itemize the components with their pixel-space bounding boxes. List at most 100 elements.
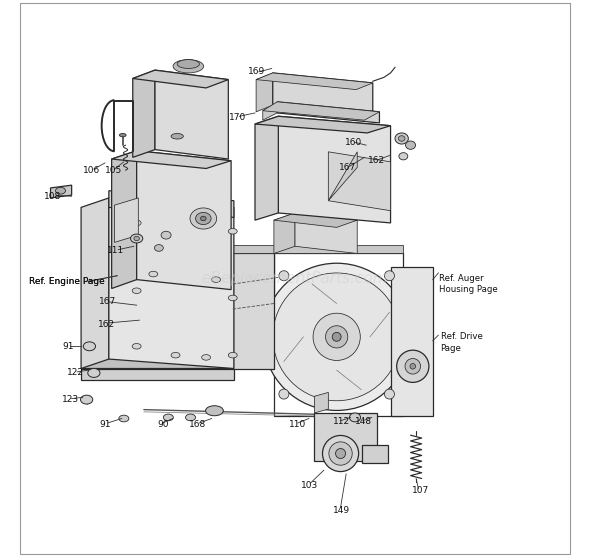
Ellipse shape	[80, 395, 93, 404]
Text: 90: 90	[157, 419, 169, 428]
Ellipse shape	[279, 271, 289, 281]
Ellipse shape	[399, 153, 408, 160]
Text: eReplacementParts.com: eReplacementParts.com	[202, 271, 388, 286]
Text: Ref. Auger
Housing Page: Ref. Auger Housing Page	[440, 273, 498, 295]
Text: 162: 162	[98, 320, 115, 329]
Polygon shape	[256, 73, 273, 112]
Polygon shape	[137, 151, 231, 290]
Text: 167: 167	[339, 163, 357, 172]
Polygon shape	[112, 151, 231, 168]
Polygon shape	[263, 104, 277, 120]
Polygon shape	[263, 102, 379, 120]
Ellipse shape	[405, 141, 415, 149]
Text: 111: 111	[107, 246, 124, 255]
Ellipse shape	[161, 231, 171, 239]
Text: 110: 110	[290, 419, 307, 428]
Text: 108: 108	[44, 192, 61, 201]
Text: 162: 162	[368, 156, 385, 165]
Polygon shape	[51, 185, 71, 198]
Ellipse shape	[155, 245, 163, 251]
Text: 91: 91	[63, 342, 74, 351]
Ellipse shape	[149, 271, 158, 277]
Ellipse shape	[132, 344, 141, 349]
Ellipse shape	[88, 369, 100, 378]
Ellipse shape	[171, 353, 180, 358]
Text: 112: 112	[333, 417, 350, 426]
Ellipse shape	[228, 228, 237, 234]
Polygon shape	[233, 253, 274, 369]
Polygon shape	[112, 151, 137, 289]
Polygon shape	[109, 190, 234, 217]
Ellipse shape	[228, 353, 237, 358]
Text: 149: 149	[333, 506, 350, 515]
Ellipse shape	[405, 359, 421, 374]
Text: 169: 169	[248, 67, 265, 76]
Ellipse shape	[132, 288, 141, 294]
Text: 107: 107	[412, 486, 429, 495]
Text: 91: 91	[100, 419, 111, 428]
Ellipse shape	[228, 295, 237, 301]
Polygon shape	[255, 116, 391, 133]
Ellipse shape	[119, 415, 129, 422]
Ellipse shape	[273, 273, 401, 400]
Ellipse shape	[385, 271, 395, 281]
Polygon shape	[81, 198, 109, 369]
Ellipse shape	[329, 442, 352, 465]
Text: Ref. Engine Page: Ref. Engine Page	[30, 277, 105, 286]
Text: 167: 167	[100, 297, 117, 306]
Polygon shape	[81, 369, 234, 380]
Ellipse shape	[410, 364, 415, 369]
Ellipse shape	[326, 326, 348, 348]
Polygon shape	[391, 267, 433, 416]
Ellipse shape	[349, 413, 360, 422]
Ellipse shape	[205, 405, 224, 416]
Ellipse shape	[195, 212, 211, 224]
Ellipse shape	[263, 263, 410, 411]
Polygon shape	[233, 245, 404, 253]
Ellipse shape	[323, 436, 359, 472]
Polygon shape	[314, 392, 329, 413]
Ellipse shape	[177, 60, 199, 69]
Polygon shape	[133, 70, 228, 88]
Polygon shape	[329, 152, 357, 201]
Ellipse shape	[119, 134, 126, 137]
Text: Ref. Engine Page: Ref. Engine Page	[30, 277, 105, 286]
Text: 170: 170	[230, 113, 247, 122]
Ellipse shape	[171, 134, 183, 139]
Polygon shape	[133, 70, 155, 158]
Ellipse shape	[132, 220, 141, 226]
Ellipse shape	[163, 414, 173, 421]
Ellipse shape	[83, 342, 96, 351]
Ellipse shape	[396, 350, 429, 383]
Polygon shape	[109, 198, 234, 369]
Text: 123: 123	[61, 395, 79, 404]
Ellipse shape	[55, 187, 65, 194]
Polygon shape	[255, 116, 278, 220]
Ellipse shape	[130, 234, 143, 243]
Ellipse shape	[202, 355, 211, 360]
Ellipse shape	[134, 236, 139, 241]
Text: 103: 103	[300, 481, 318, 490]
Polygon shape	[274, 213, 295, 253]
Polygon shape	[329, 152, 391, 211]
Polygon shape	[256, 73, 373, 90]
Polygon shape	[273, 73, 373, 115]
Ellipse shape	[201, 216, 206, 221]
Text: Ref. Drive
Page: Ref. Drive Page	[441, 332, 483, 353]
Text: 105: 105	[105, 165, 122, 175]
Text: 122: 122	[67, 368, 84, 378]
Ellipse shape	[385, 389, 395, 399]
Polygon shape	[277, 102, 379, 123]
Polygon shape	[81, 358, 248, 369]
Ellipse shape	[185, 414, 195, 421]
Polygon shape	[278, 116, 391, 223]
Polygon shape	[314, 413, 377, 461]
Text: 148: 148	[355, 417, 372, 426]
Ellipse shape	[313, 313, 360, 360]
Text: 160: 160	[345, 138, 362, 147]
Polygon shape	[155, 70, 228, 159]
Ellipse shape	[279, 389, 289, 399]
Ellipse shape	[398, 136, 405, 141]
Polygon shape	[362, 445, 388, 463]
Ellipse shape	[332, 333, 341, 341]
